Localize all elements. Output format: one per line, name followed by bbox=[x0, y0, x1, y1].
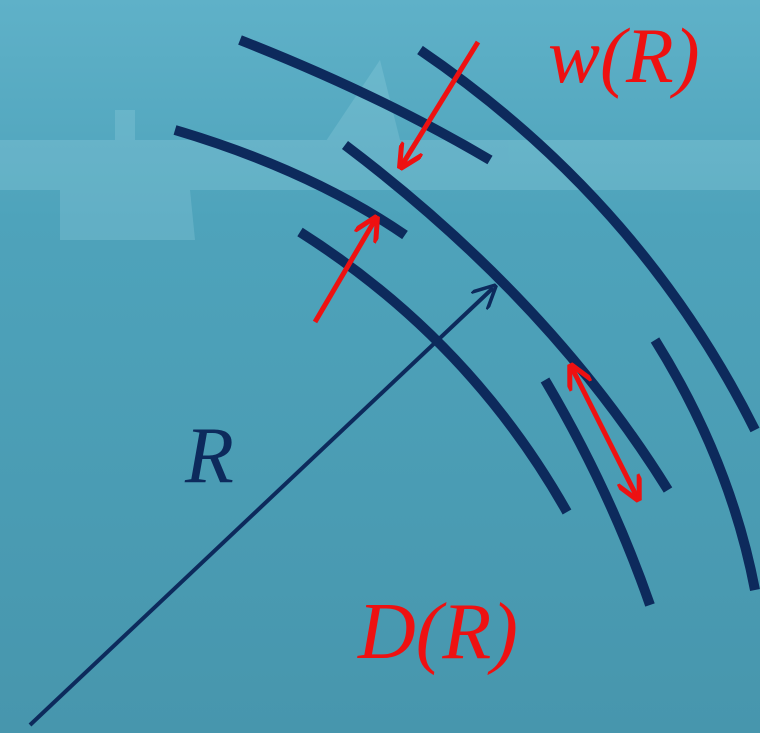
radius-label: R bbox=[184, 412, 234, 500]
spacing-label: D(R) bbox=[357, 588, 518, 676]
dimension-arrows bbox=[312, 40, 637, 497]
width-label: w(R) bbox=[548, 12, 700, 99]
radius-line bbox=[28, 288, 493, 727]
background-objects bbox=[0, 60, 760, 240]
ring-arcs bbox=[173, 35, 760, 607]
